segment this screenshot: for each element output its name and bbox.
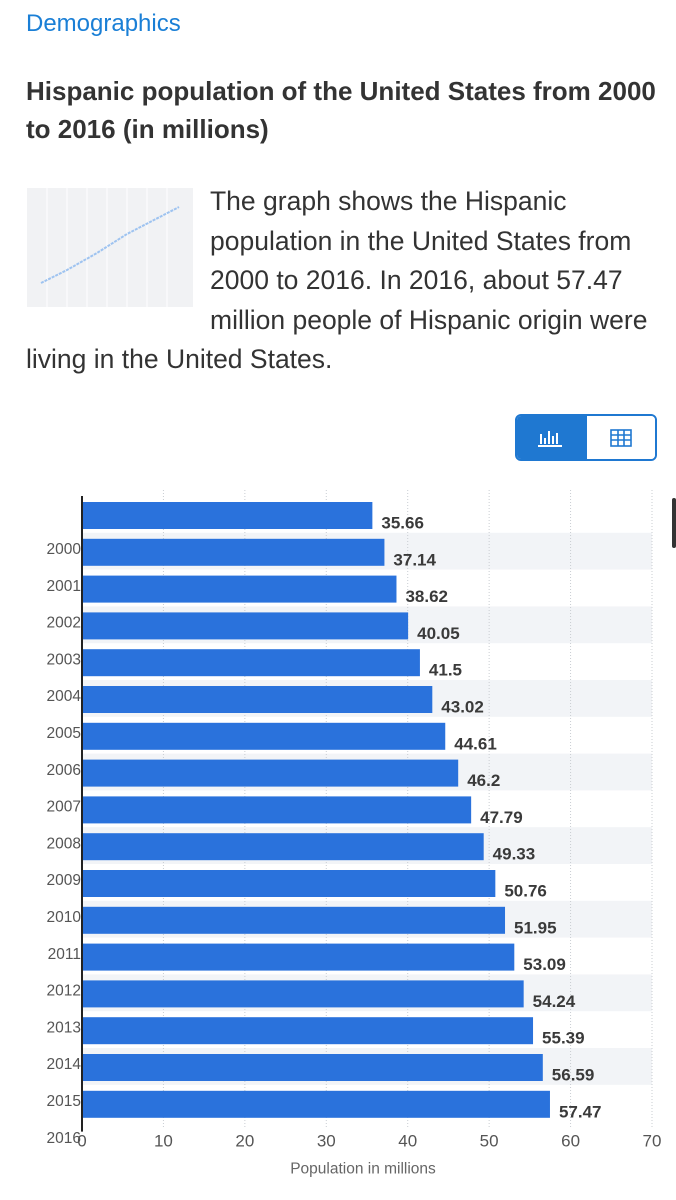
chart-view-button[interactable] bbox=[517, 416, 585, 459]
bar-2006 bbox=[82, 722, 446, 750]
page-title: Hispanic population of the United States… bbox=[26, 76, 656, 144]
table-view-button[interactable] bbox=[585, 416, 655, 459]
y-tick-2012: 2012 bbox=[47, 983, 81, 1000]
x-tick-40: 40 bbox=[398, 1132, 417, 1151]
data-label-2015: 56.59 bbox=[552, 1066, 595, 1085]
bar-2002 bbox=[82, 575, 397, 603]
bar-2009 bbox=[82, 833, 484, 861]
bar-2013 bbox=[82, 980, 524, 1008]
bar-2008 bbox=[82, 796, 472, 824]
y-tick-2000: 2000 bbox=[47, 541, 82, 558]
x-tick-50: 50 bbox=[480, 1132, 499, 1151]
y-tick-2011: 2011 bbox=[48, 946, 81, 963]
data-label-2012: 53.09 bbox=[523, 955, 566, 974]
breadcrumb-demographics[interactable]: Demographics bbox=[26, 10, 181, 37]
y-tick-2002: 2002 bbox=[47, 615, 81, 632]
bar-2016 bbox=[82, 1090, 550, 1118]
y-tick-2009: 2009 bbox=[47, 872, 81, 889]
y-tick-2003: 2003 bbox=[47, 651, 81, 668]
description-text: The graph shows the Hispanic population … bbox=[26, 186, 648, 374]
x-tick-0: 0 bbox=[77, 1132, 86, 1151]
bar-chart-icon bbox=[538, 430, 562, 447]
data-label-2005: 43.02 bbox=[441, 698, 484, 717]
y-tick-2005: 2005 bbox=[47, 725, 81, 742]
bar-2014 bbox=[82, 1017, 534, 1045]
bar-2012 bbox=[82, 943, 515, 971]
data-label-2006: 44.61 bbox=[454, 734, 497, 753]
y-tick-2015: 2015 bbox=[47, 1093, 81, 1110]
y-tick-2006: 2006 bbox=[47, 762, 81, 779]
data-label-2009: 49.33 bbox=[493, 845, 536, 864]
y-tick-2014: 2014 bbox=[47, 1056, 82, 1073]
y-tick-2001: 2001 bbox=[47, 578, 81, 595]
data-label-2003: 40.05 bbox=[417, 624, 460, 643]
data-label-2014: 55.39 bbox=[542, 1029, 585, 1048]
table-icon bbox=[610, 428, 632, 447]
x-tick-20: 20 bbox=[235, 1132, 254, 1151]
y-tick-2007: 2007 bbox=[47, 799, 81, 816]
view-toggle bbox=[515, 414, 657, 461]
bar-2001 bbox=[82, 538, 385, 566]
data-label-2010: 50.76 bbox=[504, 882, 547, 901]
chart-description: The graph shows the Hispanic population … bbox=[26, 182, 651, 380]
chart-thumbnail bbox=[27, 188, 193, 307]
bar-2003 bbox=[82, 612, 409, 640]
bar-2004 bbox=[82, 649, 420, 677]
x-tick-10: 10 bbox=[154, 1132, 173, 1151]
data-label-2013: 54.24 bbox=[533, 992, 576, 1011]
bar-2007 bbox=[82, 759, 459, 787]
x-tick-60: 60 bbox=[561, 1132, 580, 1151]
y-tick-2008: 2008 bbox=[47, 835, 81, 852]
x-axis-label: Population in millions bbox=[290, 1161, 436, 1178]
bar-2010 bbox=[82, 870, 496, 897]
data-label-2001: 37.14 bbox=[393, 550, 436, 569]
y-tick-2010: 2010 bbox=[47, 909, 82, 926]
data-label-2011: 51.95 bbox=[514, 918, 557, 937]
data-label-2008: 47.79 bbox=[480, 808, 523, 827]
data-label-2000: 35.66 bbox=[381, 514, 424, 533]
scrollbar[interactable] bbox=[672, 498, 676, 548]
bar-chart: 35.66 37.14 38.62 40.05 41.5 43.02 44.61 46.2 47… bbox=[47, 490, 662, 1178]
bar-2000 bbox=[82, 502, 373, 529]
x-tick-70: 70 bbox=[643, 1132, 662, 1151]
data-label-2007: 46.2 bbox=[467, 771, 500, 790]
data-label-2002: 38.62 bbox=[405, 587, 448, 606]
bar-2011 bbox=[82, 906, 506, 934]
data-label-2016: 57.47 bbox=[559, 1102, 602, 1121]
y-tick-2004: 2004 bbox=[47, 688, 82, 705]
y-tick-2013: 2013 bbox=[47, 1019, 81, 1036]
data-label-2004: 41.5 bbox=[429, 661, 462, 680]
x-tick-30: 30 bbox=[317, 1132, 336, 1151]
bar-2005 bbox=[82, 686, 433, 713]
y-tick-2016: 2016 bbox=[47, 1130, 81, 1147]
thumbnail-line-icon bbox=[40, 188, 180, 307]
bar-2015 bbox=[82, 1054, 543, 1081]
